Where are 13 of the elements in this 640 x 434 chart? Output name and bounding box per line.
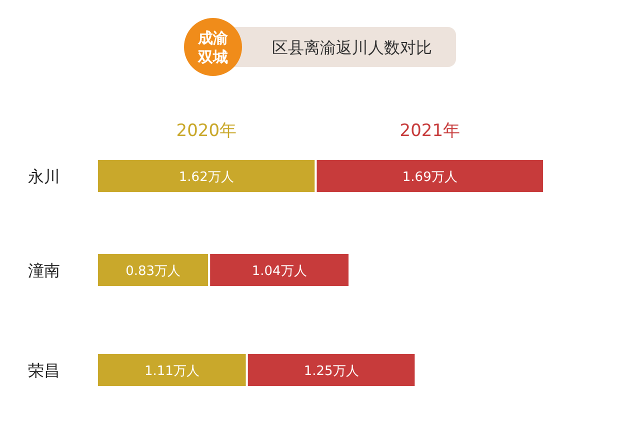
y-tick-label: 永川 (28, 167, 60, 186)
chart-title: 成渝双城 (197, 29, 229, 66)
y-tick-label: 荣昌 (28, 361, 60, 380)
y-tick-label: 潼南 (28, 261, 60, 280)
data-label: 1.11万人 (144, 364, 200, 379)
data-label: 0.83万人 (126, 264, 181, 279)
series-label: 2021年 (400, 121, 460, 141)
data-label: 1.62万人 (178, 170, 234, 185)
chart-subtitle: 区县离渝返川人数对比 (272, 38, 432, 57)
series-label: 2020年 (176, 121, 237, 141)
data-label: 1.25万人 (304, 364, 359, 379)
data-label: 1.04万人 (252, 264, 307, 279)
data-label: 1.69万人 (402, 170, 458, 185)
